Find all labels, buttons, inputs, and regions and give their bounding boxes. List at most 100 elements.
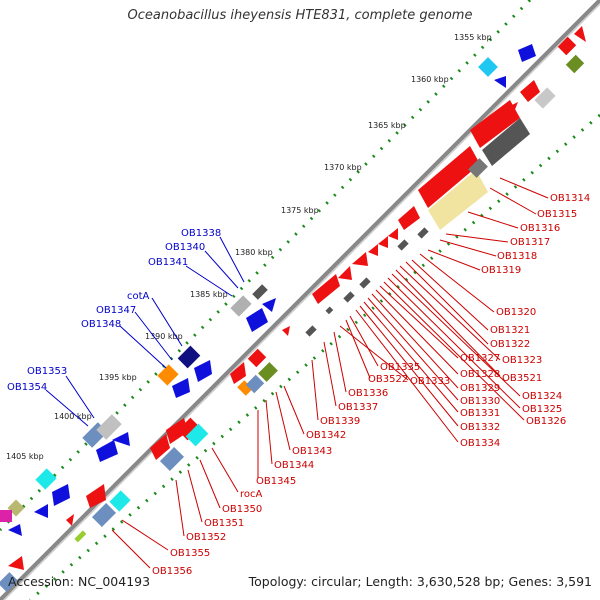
gene-label-reverse[interactable]: OB1337 (338, 402, 378, 413)
gene-feature[interactable] (557, 36, 577, 56)
gene-feature[interactable] (352, 252, 368, 266)
gene-label-reverse[interactable]: OB1315 (537, 209, 577, 220)
gene-feature[interactable] (91, 502, 117, 528)
gene-feature[interactable] (494, 76, 506, 88)
gene-feature[interactable] (428, 170, 488, 230)
gene-feature[interactable] (282, 326, 290, 336)
gene-label-reverse[interactable]: OB1325 (522, 404, 562, 415)
gene-feature[interactable] (245, 374, 265, 394)
gene-label-forward[interactable]: OB1340 (165, 242, 205, 253)
gene-label-reverse[interactable]: OB1318 (497, 251, 537, 262)
gene-feature[interactable] (252, 284, 268, 300)
gene-feature[interactable] (312, 274, 340, 304)
gene-label-reverse[interactable]: OB1321 (490, 325, 530, 336)
gene-feature[interactable] (482, 118, 530, 166)
gene-label-reverse[interactable]: OB1320 (496, 307, 536, 318)
gene-label-reverse[interactable]: OB1350 (222, 504, 262, 515)
gene-feature[interactable] (378, 236, 388, 248)
gene-label-reverse[interactable]: OB1352 (186, 532, 226, 543)
gene-feature[interactable] (66, 514, 74, 526)
gene-feature[interactable] (262, 298, 276, 312)
gene-label-reverse[interactable]: OB1323 (502, 355, 542, 366)
gene-label-forward[interactable]: OB1341 (148, 257, 188, 268)
gene-label-reverse[interactable]: OB1332 (460, 422, 500, 433)
gene-feature[interactable] (35, 468, 57, 490)
gene-label-reverse[interactable]: OB1316 (520, 223, 560, 234)
gene-feature[interactable] (237, 380, 253, 396)
gene-label-reverse[interactable]: OB1317 (510, 237, 550, 248)
gene-feature[interactable] (470, 100, 520, 148)
gene-feature[interactable] (96, 440, 118, 462)
gene-feature[interactable] (150, 434, 170, 460)
gene-feature[interactable] (157, 364, 179, 386)
gene-feature[interactable] (185, 423, 209, 447)
gene-label-forward[interactable]: OB1354 (7, 382, 47, 393)
gene-label-forward[interactable]: OB1347 (96, 305, 136, 316)
gene-label-reverse[interactable]: OB1335 (380, 362, 420, 373)
gene-feature[interactable] (0, 510, 12, 522)
gene-feature[interactable] (478, 57, 498, 77)
gene-feature[interactable] (166, 418, 188, 444)
gene-label-reverse[interactable]: OB1331 (460, 408, 500, 419)
gene-label-reverse[interactable]: OB1339 (320, 416, 360, 427)
gene-label-forward[interactable]: OB1348 (81, 319, 121, 330)
gene-label-reverse[interactable]: OB1326 (526, 416, 566, 427)
gene-label-reverse[interactable]: OB1345 (256, 476, 296, 487)
gene-label-reverse[interactable]: OB1319 (481, 265, 521, 276)
gene-feature[interactable] (468, 158, 488, 178)
gene-feature[interactable] (459, 152, 479, 172)
gene-label-forward[interactable]: cotA (127, 291, 150, 302)
gene-feature[interactable] (518, 44, 536, 62)
gene-feature[interactable] (8, 524, 22, 536)
gene-feature[interactable] (8, 556, 24, 570)
gene-label-reverse[interactable]: OB3521 (502, 373, 542, 384)
gene-feature[interactable] (305, 325, 317, 337)
gene-feature[interactable] (52, 484, 70, 506)
gene-feature[interactable] (325, 306, 334, 315)
gene-feature[interactable] (338, 266, 352, 280)
gene-feature[interactable] (112, 432, 130, 446)
gene-label-reverse[interactable]: OB1343 (292, 446, 332, 457)
gene-label-reverse[interactable]: OB1334 (460, 438, 500, 449)
gene-feature[interactable] (565, 54, 585, 74)
gene-feature[interactable] (397, 239, 409, 251)
gene-label-reverse[interactable]: OB1327 (460, 353, 500, 364)
gene-label-reverse[interactable]: OB1351 (204, 518, 244, 529)
gene-label-reverse[interactable]: OB1342 (306, 430, 346, 441)
gene-feature[interactable] (343, 291, 355, 303)
gene-feature[interactable] (0, 572, 18, 592)
gene-label-reverse[interactable]: OB1314 (550, 193, 590, 204)
gene-label-reverse[interactable]: OB1344 (274, 460, 314, 471)
gene-feature[interactable] (86, 484, 106, 508)
gene-feature[interactable] (177, 417, 201, 441)
gene-label-reverse[interactable]: OB1356 (152, 566, 192, 577)
gene-feature[interactable] (258, 362, 278, 382)
gene-feature[interactable] (388, 228, 398, 240)
gene-label-reverse[interactable]: OB1324 (522, 391, 562, 402)
gene-feature[interactable] (96, 414, 122, 440)
gene-feature[interactable] (230, 295, 252, 317)
gene-feature[interactable] (172, 378, 190, 398)
gene-feature[interactable] (574, 26, 586, 42)
gene-feature[interactable] (109, 490, 131, 512)
gene-feature[interactable] (194, 360, 212, 382)
gene-feature[interactable] (417, 227, 429, 239)
gene-feature[interactable] (159, 446, 185, 472)
gene-feature[interactable] (510, 102, 518, 112)
gene-feature[interactable] (534, 87, 556, 109)
gene-feature[interactable] (177, 345, 201, 369)
gene-feature[interactable] (368, 244, 378, 256)
gene-label-reverse[interactable]: OB1329 (460, 383, 500, 394)
gene-feature[interactable] (74, 530, 87, 543)
gene-label-reverse[interactable]: OB1322 (490, 339, 530, 350)
gene-feature[interactable] (230, 362, 246, 384)
gene-feature[interactable] (359, 277, 371, 289)
gene-label-reverse[interactable]: OB1333 (410, 376, 450, 387)
gene-label-forward[interactable]: OB1338 (181, 228, 221, 239)
gene-label-reverse[interactable]: OB1336 (348, 388, 388, 399)
gene-feature[interactable] (247, 348, 267, 368)
gene-feature[interactable] (398, 206, 420, 230)
gene-feature[interactable] (246, 308, 268, 332)
gene-label-reverse[interactable]: OB1330 (460, 396, 500, 407)
gene-feature[interactable] (520, 80, 540, 102)
